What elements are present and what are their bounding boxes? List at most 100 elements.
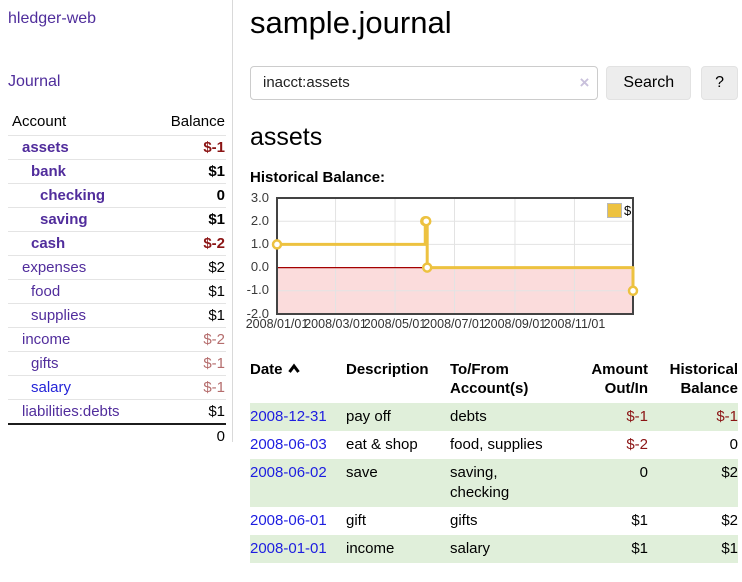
transaction-accounts: saving, checking [450,458,568,507]
main-content: sample.journal × Search ? assets Histori… [246,0,738,563]
transaction-amount: $1 [631,511,648,529]
transaction-balance: 0 [729,435,738,453]
sidebar-account-link[interactable]: saving [40,211,88,228]
account-balance: $-1 [150,375,226,400]
register-col-historical-balance: Historical Balance [669,360,738,397]
sidebar-account-link[interactable]: salary [31,379,72,396]
account-row: gifts $-1 [8,351,226,376]
account-balance: $1 [150,159,226,184]
chart-canvas [271,196,639,315]
transaction-balance: $2 [721,511,738,529]
sidebar-account-link[interactable]: assets [22,139,69,156]
y-axis-tick: 0.0 [250,259,269,275]
account-balance: $-2 [150,231,226,256]
legend-label: $ [624,202,632,218]
sidebar-item-journal[interactable]: Journal [8,73,61,90]
accounts-total-row: 0 [8,423,226,448]
transaction-description: save [346,458,450,507]
register-row: 2008-06-01 gift gifts $1 $2 [250,507,738,535]
register-row: 2008-06-02 save saving, checking 0 $2 [250,458,738,507]
account-balance: $-1 [150,135,226,160]
transaction-date-link[interactable]: 2008-06-01 [250,511,327,529]
search-form: × Search ? [250,65,738,100]
account-balance: $1 [150,279,226,304]
account-balance: $1 [150,399,226,424]
register-table: Date Description To/From Account(s) Amount … [250,357,738,563]
sidebar-account-link[interactable]: liabilities:debts [22,403,120,420]
account-row: food $1 [8,279,226,304]
sidebar-account-link[interactable]: cash [31,235,66,252]
sidebar-account-link[interactable]: gifts [31,355,59,372]
sidebar-account-link[interactable]: supplies [31,307,87,324]
account-row: supplies $1 [8,303,226,328]
clear-search-icon[interactable]: × [579,72,590,92]
page-title: sample.journal [250,5,452,40]
account-balance: $-1 [150,351,226,376]
transaction-amount: 0 [568,458,648,507]
account-row: expenses $2 [8,255,226,280]
transaction-accounts: gifts [450,511,478,529]
y-axis-tick: -1.0 [246,282,269,298]
account-balance: 0 [150,183,226,208]
transaction-amount: $1 [568,534,648,563]
sidebar-account-link[interactable]: expenses [22,259,87,276]
transaction-date-link[interactable]: 2008-06-03 [250,435,327,453]
transaction-date-link[interactable]: 2008-12-31 [250,407,327,425]
register-row: 2008-12-31 pay off debts $-1 $-1 [250,402,738,431]
account-balance: $2 [150,255,226,280]
accounts-table: Account Balance assets $-1 bank $1 checking 0… [8,110,226,448]
accounts-col-balance: Balance [170,113,225,130]
chart-title: Historical Balance: [250,168,386,186]
register-col-date[interactable]: Date [250,357,346,403]
sidebar-account-link[interactable]: food [31,283,61,300]
sidebar-account-link[interactable]: bank [31,163,67,180]
register-col-amount-out-in: Amount Out/In [591,360,648,397]
account-balance: $-2 [150,327,226,352]
sidebar-account-link[interactable]: income [22,331,71,348]
x-axis-tick: 2008/11/01 [543,316,606,331]
app-title-link[interactable]: hledger-web [8,10,97,27]
x-axis-tick: 2008/07/01 [423,316,486,331]
transaction-balance: $1 [648,534,738,563]
account-balance: $1 [150,207,226,232]
transaction-amount: $-1 [568,402,648,431]
transaction-date-link[interactable]: 2008-01-01 [250,539,327,557]
search-button[interactable]: Search [606,65,692,100]
balance-chart: 3.0 2.0 1.0 0.0 -1.0 -2.0 2008/01/01 2008/03/01… [241,190,711,344]
register-body: 2008-12-31 pay off debts $-1 $-1 2008-06-03 ea… [250,402,738,563]
x-axis-tick: 2008/05/01 [363,316,427,331]
account-balance: $1 [150,303,226,328]
accounts-table-body: assets $-1 bank $1 checking 0 saving $1 cash $-2 e… [8,135,226,424]
accounts-col-account: Account [12,113,67,130]
transaction-accounts: debts [450,402,568,431]
account-row: assets $-1 [8,135,226,160]
account-row: liabilities:debts $1 [8,399,226,424]
account-heading: assets [250,122,323,151]
transaction-amount: $-2 [626,435,648,453]
help-button[interactable]: ? [701,65,738,100]
register-col-to-from-account-s-: To/From Account(s) [450,360,529,397]
register-col-description: Description [346,360,429,378]
legend-swatch [607,202,622,218]
sidebar: hledger-web Journal Account Balance asse… [0,0,233,448]
y-axis-tick: 1.0 [250,236,269,252]
account-row: salary $-1 [8,375,226,400]
search-input[interactable] [250,65,599,100]
y-axis-tick: 3.0 [250,189,269,205]
y-axis-tick: 2.0 [250,212,269,228]
x-axis-tick: 2008/01/01 [245,316,309,331]
account-row: income $-2 [8,327,226,352]
account-row: saving $1 [8,207,226,232]
x-axis-tick: 2008/03/01 [304,316,367,331]
register-row: 2008-01-01 income salary $1 $1 [250,534,738,563]
accounts-header-row: Account Balance [8,110,226,136]
chart-legend: $ [607,202,632,218]
transaction-balance: $-1 [648,402,738,431]
account-row: cash $-2 [8,231,226,256]
transaction-date-link[interactable]: 2008-06-02 [250,463,327,481]
account-row: bank $1 [8,159,226,184]
search-input-wrap: × [250,65,599,100]
sidebar-account-link[interactable]: checking [40,187,106,204]
x-axis-tick: 2008/09/01 [483,316,547,331]
account-row: checking 0 [8,183,226,208]
